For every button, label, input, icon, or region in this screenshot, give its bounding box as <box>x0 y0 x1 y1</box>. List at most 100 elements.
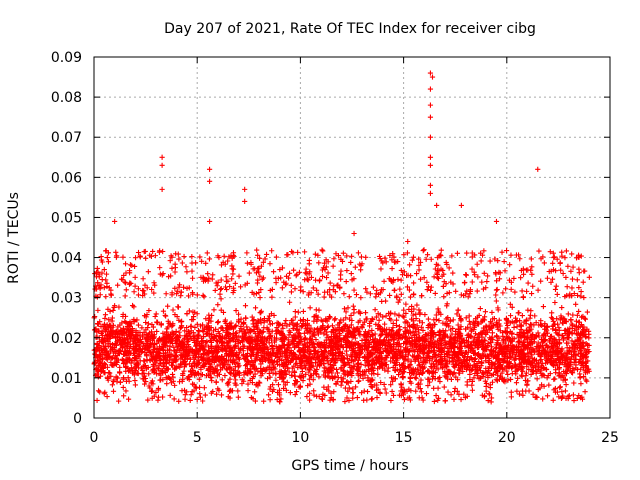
data-point <box>469 382 475 388</box>
data-point <box>477 354 484 360</box>
data-point <box>105 334 111 340</box>
data-point <box>436 310 442 316</box>
data-point <box>389 257 395 263</box>
data-point <box>122 280 129 286</box>
data-point <box>255 350 261 356</box>
data-point <box>581 294 587 301</box>
data-point <box>479 279 485 285</box>
data-point <box>278 396 284 402</box>
data-point <box>343 309 349 315</box>
data-point <box>386 292 393 299</box>
data-point <box>139 325 145 331</box>
data-point <box>484 273 491 279</box>
data-point <box>373 387 380 393</box>
data-point <box>577 323 583 329</box>
data-point <box>266 340 272 346</box>
data-point <box>401 314 407 320</box>
data-point <box>537 322 544 328</box>
data-point <box>242 303 249 309</box>
data-point <box>288 289 295 295</box>
data-point <box>320 323 326 329</box>
data-point <box>456 331 463 337</box>
data-point <box>229 348 235 354</box>
data-point <box>566 335 572 341</box>
data-point <box>178 289 184 295</box>
data-point <box>227 387 233 393</box>
data-point <box>95 374 101 380</box>
data-point <box>414 302 420 308</box>
data-point <box>474 261 480 267</box>
data-point <box>479 360 485 366</box>
data-point <box>551 357 557 363</box>
data-point <box>383 313 389 319</box>
data-point <box>328 367 334 373</box>
data-point <box>405 358 411 364</box>
data-point <box>187 368 194 374</box>
data-point <box>225 394 231 400</box>
data-point <box>433 312 439 318</box>
data-point <box>494 286 500 293</box>
data-point <box>110 388 117 394</box>
data-point <box>132 255 139 261</box>
data-point <box>348 259 354 266</box>
data-point <box>183 264 189 270</box>
data-point <box>126 378 132 384</box>
data-point <box>358 295 364 301</box>
data-point <box>97 292 103 298</box>
data-point <box>358 267 364 273</box>
data-point <box>235 394 241 400</box>
data-point <box>556 332 562 338</box>
data-point <box>503 248 510 254</box>
data-point <box>377 327 383 333</box>
data-point <box>200 275 206 281</box>
data-point <box>96 348 102 354</box>
data-point <box>275 275 281 282</box>
data-point <box>531 349 538 355</box>
data-point <box>175 304 182 310</box>
data-point <box>177 282 183 288</box>
data-point <box>257 295 263 301</box>
data-point <box>344 267 350 274</box>
data-point <box>411 341 418 347</box>
data-point <box>564 332 570 338</box>
data-point <box>416 267 422 273</box>
data-point <box>472 331 479 337</box>
data-point <box>569 338 575 344</box>
data-point <box>261 315 268 322</box>
data-point <box>215 319 221 326</box>
data-point <box>402 334 409 340</box>
data-point <box>297 317 304 323</box>
data-point <box>413 311 419 317</box>
data-point <box>186 308 192 314</box>
data-point <box>442 321 448 327</box>
data-point <box>377 390 383 397</box>
data-point <box>352 341 358 347</box>
data-point <box>141 288 147 294</box>
data-point <box>342 398 348 405</box>
data-point <box>301 330 308 336</box>
data-point <box>233 377 239 383</box>
data-point <box>151 393 157 399</box>
data-point <box>406 306 412 313</box>
data-point <box>278 275 284 281</box>
data-point <box>105 306 111 312</box>
data-point <box>409 257 415 263</box>
data-point <box>346 397 352 404</box>
data-point <box>93 347 100 353</box>
data-point <box>132 377 138 384</box>
data-point <box>383 390 389 396</box>
data-point <box>483 345 489 351</box>
data-point <box>220 327 226 334</box>
data-point <box>435 306 441 312</box>
data-point <box>489 379 496 385</box>
data-point <box>240 345 246 351</box>
data-point <box>333 366 340 373</box>
data-point <box>182 396 188 402</box>
data-point <box>386 315 393 322</box>
data-point <box>292 391 298 398</box>
data-point <box>451 348 457 355</box>
data-point <box>355 378 361 385</box>
data-point <box>192 309 198 315</box>
data-point <box>210 350 217 356</box>
data-point <box>425 376 431 382</box>
